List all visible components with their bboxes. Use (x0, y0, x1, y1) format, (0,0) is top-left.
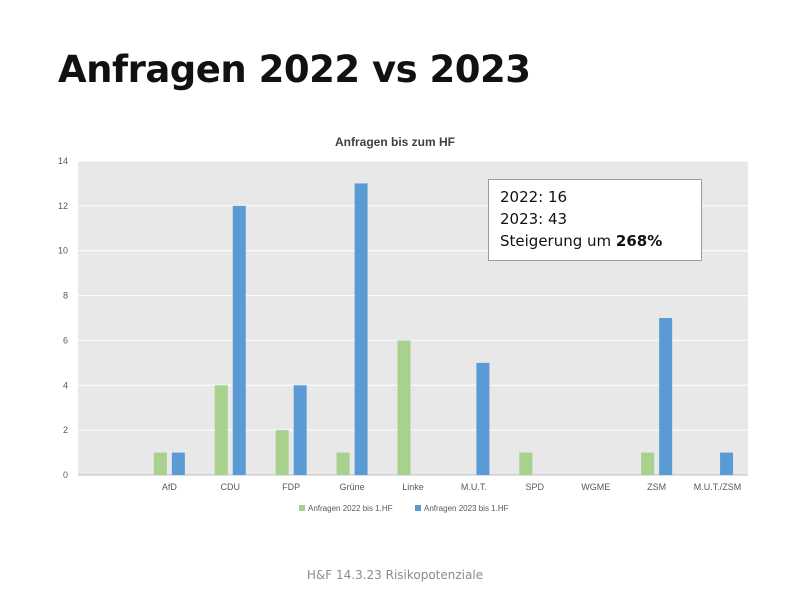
legend-swatch (299, 505, 305, 511)
bar-2023-m-u-t- (476, 362, 490, 475)
x-tick-label: FDP (282, 482, 300, 492)
increase-value: 268% (615, 232, 663, 250)
increase-label: Steigerung um (500, 232, 616, 250)
bar-2023-cdu (232, 205, 246, 475)
legend-label: Anfragen 2023 bis 1.HF (424, 504, 509, 513)
y-tick-label: 14 (58, 156, 68, 166)
callout-line-2023: 2023: 43 (500, 210, 568, 228)
bar-2023-fdp (293, 385, 307, 475)
bar-2022-afd (153, 452, 167, 475)
slide-title: Anfragen 2022 vs 2023 (58, 48, 531, 91)
bar-2023-gr-ne (354, 183, 368, 475)
bar-2022-gr-ne (336, 452, 350, 475)
summary-callout: 2022: 16 2023: 43 Steigerung um 268% (488, 179, 702, 261)
y-tick-label: 10 (58, 246, 68, 256)
x-tick-label: M.U.T./ZSM (694, 482, 742, 492)
bar-2022-spd (519, 452, 533, 475)
bar-2022-zsm (641, 452, 655, 475)
y-tick-label: 2 (63, 425, 68, 435)
x-tick-label: M.U.T. (461, 482, 487, 492)
chart-title: Anfragen bis zum HF (334, 135, 455, 149)
y-tick-label: 8 (63, 291, 68, 301)
slide-footer: H&F 14.3.23 Risikopotenziale (306, 568, 484, 582)
legend-swatch (415, 505, 421, 511)
y-tick-label: 12 (58, 201, 68, 211)
x-tick-label: WGME (581, 482, 610, 492)
callout-line-increase: Steigerung um 268% (500, 230, 690, 252)
x-tick-label: ZSM (647, 482, 666, 492)
x-tick-label: CDU (221, 482, 241, 492)
y-tick-label: 6 (63, 335, 68, 345)
bar-2022-cdu (214, 385, 228, 475)
bar-2023-m-u-t-zsm (720, 452, 734, 475)
bar-2022-linke (397, 340, 411, 475)
bar-2022-fdp (275, 430, 289, 475)
y-tick-label: 4 (63, 380, 68, 390)
bar-2023-afd (171, 452, 185, 475)
bar-2023-zsm (659, 318, 673, 475)
y-tick-label: 0 (63, 470, 68, 480)
callout-line-2022: 2022: 16 (500, 188, 568, 206)
legend-label: Anfragen 2022 bis 1.HF (308, 504, 393, 513)
x-tick-label: Grüne (340, 482, 365, 492)
x-tick-label: SPD (526, 482, 545, 492)
x-tick-label: AfD (162, 482, 178, 492)
x-tick-label: Linke (402, 482, 424, 492)
